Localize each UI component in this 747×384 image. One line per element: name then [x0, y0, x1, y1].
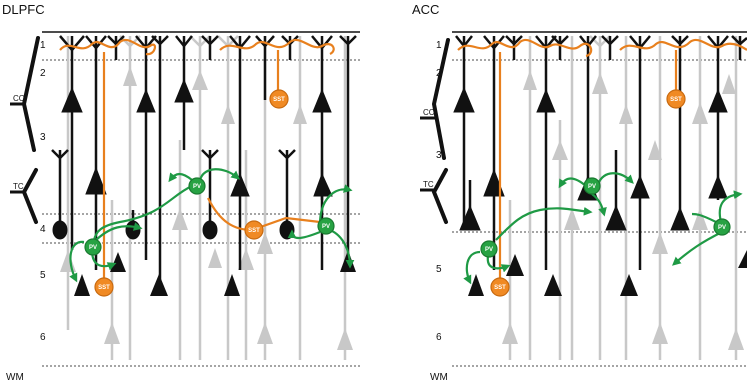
svg-text:SST: SST [248, 228, 260, 234]
cc-input-bracket [21, 36, 40, 152]
pv-interneuron: PV [317, 217, 335, 235]
panel-dlpfc: DLPFC 1 2 3 4 5 6 WM CC TC [2, 2, 360, 383]
layer-label-wm: WM [430, 372, 448, 383]
faded-pyramidal-neurons [60, 35, 353, 360]
layer-label-wm: WM [6, 372, 24, 383]
panel-title: ACC [412, 2, 439, 17]
panel-acc: ACC 1 2 3 5 6 WM CC TC [412, 2, 747, 383]
svg-text:PV: PV [193, 184, 201, 190]
layer-label-6: 6 [436, 332, 442, 343]
pv-interneuron: PV [84, 238, 102, 256]
tc-input-bracket [21, 168, 38, 224]
pyramidal-neurons [59, 35, 357, 280]
svg-text:PV: PV [588, 184, 596, 190]
layer-label-5: 5 [40, 270, 46, 281]
pv-interneuron: PV [713, 218, 731, 236]
spiny-stellate-cells [51, 149, 296, 240]
svg-text:SST: SST [670, 97, 682, 103]
layer-label-4: 4 [40, 224, 46, 235]
sst-interneuron: SST [666, 89, 686, 109]
panel-title: DLPFC [2, 2, 45, 17]
sst-interneuron: SST [244, 220, 264, 240]
layer-label-2: 2 [40, 68, 46, 79]
svg-text:PV: PV [485, 247, 493, 253]
svg-text:SST: SST [98, 285, 110, 291]
tc-input-label: TC [13, 182, 24, 191]
svg-text:PV: PV [89, 245, 97, 251]
layer-label-6: 6 [40, 332, 46, 343]
layer5-pyramidal-neurons [468, 250, 747, 296]
pv-interneuron: PV [480, 240, 498, 258]
layer-label-1: 1 [40, 40, 46, 51]
pv-interneuron: PV [188, 177, 206, 195]
tc-input-bracket [431, 168, 448, 224]
svg-text:SST: SST [494, 285, 506, 291]
sst-axons [457, 38, 747, 284]
sst-interneuron: SST [269, 89, 289, 109]
svg-text:PV: PV [718, 225, 726, 231]
sst-interneuron: SST [94, 277, 114, 297]
pv-interneuron: PV [583, 177, 601, 195]
tc-input-label: TC [423, 180, 434, 189]
faded-pyramidal-neurons [502, 35, 744, 360]
layer-label-1: 1 [436, 40, 442, 51]
svg-text:PV: PV [322, 224, 330, 230]
pyramidal-neurons [453, 35, 747, 270]
pv-axons [463, 172, 743, 285]
cc-input-label: CC [13, 94, 25, 103]
layer-label-3: 3 [436, 150, 442, 161]
layer-label-5: 5 [436, 264, 442, 275]
svg-text:SST: SST [273, 97, 285, 103]
sst-interneuron: SST [490, 277, 510, 297]
cc-input-bracket [431, 38, 450, 160]
layer-label-3: 3 [40, 132, 46, 143]
cc-input-label: CC [423, 108, 435, 117]
pv-axons [69, 168, 355, 283]
